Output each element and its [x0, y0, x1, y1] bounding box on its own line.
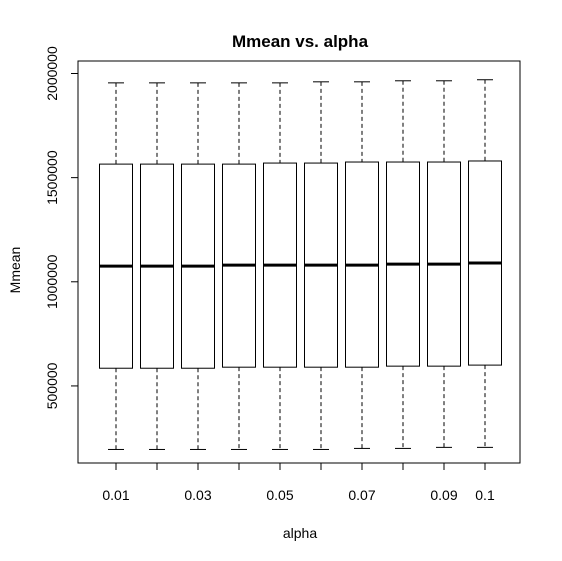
plot-frame	[77, 60, 521, 464]
box-0.03	[181, 82, 215, 450]
y-tick-label: 1000000	[44, 254, 60, 309]
chart-title: Mmean vs. alpha	[232, 32, 369, 51]
x-tick-label: 0.03	[184, 487, 211, 503]
box-0.1	[468, 79, 502, 448]
box-0.08	[386, 80, 420, 449]
x-tick-label: 0.1	[475, 487, 495, 503]
box-0.04	[222, 82, 256, 450]
x-tick-label: 0.09	[430, 487, 457, 503]
x-tick-label: 0.07	[348, 487, 375, 503]
box-0.02	[140, 82, 174, 450]
boxes	[99, 79, 502, 450]
x-axis: 0.01 0.03 0.05 0.07 0.09 0.1	[102, 463, 495, 503]
box-0.05	[263, 82, 297, 450]
y-tick-label: 2000000	[44, 46, 60, 101]
x-axis-label: alpha	[283, 525, 317, 541]
x-tick-label: 0.05	[266, 487, 293, 503]
box-0.01	[99, 82, 133, 450]
box-0.09	[427, 80, 461, 448]
box-0.07	[345, 81, 379, 449]
y-axis-label: Mmean	[7, 247, 23, 294]
box-0.06	[304, 81, 338, 450]
y-axis: 500000 1000000 1500000 2000000	[44, 46, 78, 409]
y-tick-label: 500000	[44, 362, 60, 409]
y-tick-label: 1500000	[44, 150, 60, 205]
x-tick-label: 0.01	[102, 487, 129, 503]
